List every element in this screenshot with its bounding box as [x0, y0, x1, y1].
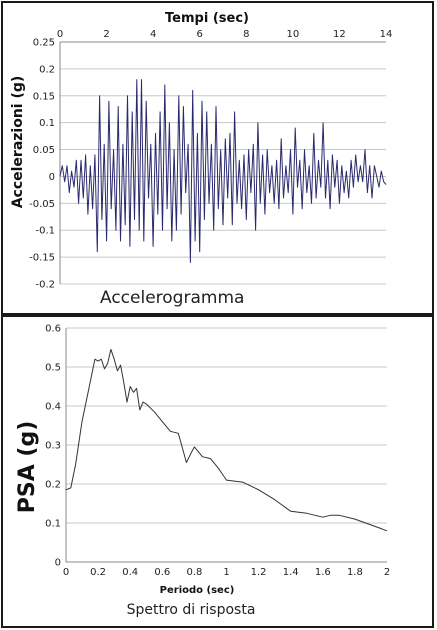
x-tick-label: 0.6	[154, 567, 170, 578]
x-axis-title: Tempi (sec)	[165, 11, 249, 26]
x-tick-label: 0.4	[122, 567, 138, 578]
x-axis-title: Periodo (sec)	[160, 585, 235, 596]
x-tick-label: 0.2	[90, 567, 106, 578]
y-tick-label: 0.4	[45, 402, 61, 413]
y-tick-labels: 0.25 0.2 0.15 0.1 0.05 0 -0.05 -0.1 -0.15 -0.2	[29, 38, 55, 291]
x-tick-label: 1	[223, 567, 229, 578]
x-tick-labels: 0 0.2 0.4 0.6 0.8 1 1.2 1.4 1.6 1.8 2	[63, 567, 390, 578]
x-tick-label: 2	[103, 29, 109, 40]
x-tick-labels: 0 2 4 6 8 10 12 14	[57, 29, 393, 40]
series	[59, 79, 387, 263]
x-tick-label: 0.8	[186, 567, 202, 578]
y-tick-label: 0.25	[33, 38, 55, 49]
x-tick-label: 1.8	[347, 567, 363, 578]
y-tick-label: 0.2	[45, 480, 61, 491]
x-tick-label: 1.6	[315, 567, 331, 578]
y-tick-labels: 0.6 0.5 0.4 0.3 0.2 0.1 0	[45, 324, 61, 569]
x-tick-label: 0	[63, 567, 69, 578]
x-tick-label: 1.4	[283, 567, 299, 578]
x-tick-label: 0	[57, 29, 63, 40]
y-tick-label: 0	[55, 558, 61, 569]
accelerogram-chart: 0 2 4 6 8 10 12 14 0.25 0.2 0.15 0.1 0.05 0 -0.05 -0.1…	[10, 11, 393, 308]
y-tick-label: -0.05	[29, 199, 55, 210]
series-line	[65, 348, 388, 532]
y-tick-label: -0.1	[35, 226, 55, 237]
y-tick-label: 0	[49, 172, 55, 183]
x-tick-label: 14	[380, 29, 393, 40]
y-tick-label: 0.1	[39, 118, 55, 129]
y-tick-label: -0.15	[29, 253, 55, 264]
accelerogram-panel: 0 2 4 6 8 10 12 14 0.25 0.2 0.15 0.1 0.05 0 -0.05 -0.1…	[1, 1, 434, 315]
x-tick-label: 12	[333, 29, 346, 40]
y-tick-label: 0.5	[45, 363, 61, 374]
chart-caption: Spettro di risposta	[127, 602, 256, 618]
y-tick-label: 0.2	[39, 64, 55, 75]
y-tick-label: 0.3	[45, 441, 61, 452]
x-tick-label: 1.2	[251, 567, 267, 578]
response-spectrum-panel: 0 0.2 0.4 0.6 0.8 1 1.2 1.4 1.6 1.8 2 0.6 0.5 0.4 0.3…	[1, 315, 434, 628]
y-axis-title: Accelerazioni (g)	[10, 76, 26, 209]
y-tick-label: 0.05	[33, 145, 55, 156]
y-tick-label: -0.2	[35, 280, 55, 291]
x-tick-label: 2	[384, 567, 390, 578]
y-axis-title: PSA (g)	[15, 421, 40, 514]
grid	[65, 327, 387, 563]
x-tick-label: 4	[150, 29, 156, 40]
y-tick-label: 0.15	[33, 91, 55, 102]
x-tick-label: 10	[286, 29, 299, 40]
response-spectrum-chart: 0 0.2 0.4 0.6 0.8 1 1.2 1.4 1.6 1.8 2 0.6 0.5 0.4 0.3…	[15, 324, 390, 619]
x-tick-label: 6	[197, 29, 203, 40]
series-line	[59, 79, 387, 263]
y-tick-label: 0.1	[45, 519, 61, 530]
series	[65, 348, 388, 532]
x-tick-label: 8	[243, 29, 249, 40]
chart-caption: Accelerogramma	[100, 288, 244, 308]
y-tick-label: 0.6	[45, 324, 61, 335]
